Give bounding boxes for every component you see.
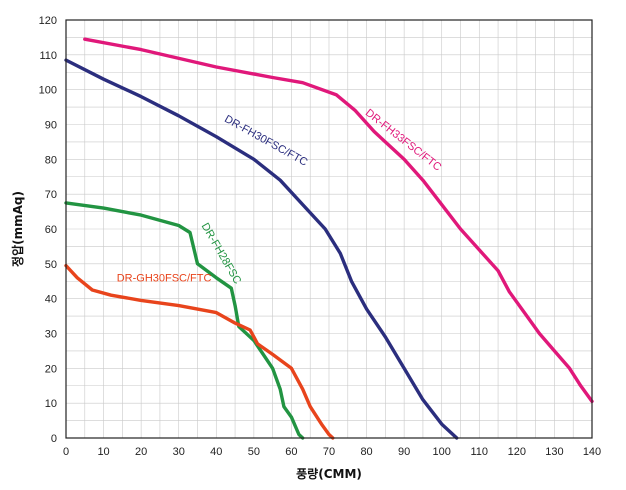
y-tick-label: 70 [45,189,57,201]
x-tick-label: 100 [433,446,451,458]
y-tick-label: 30 [45,329,57,341]
x-tick-label: 10 [97,446,109,458]
series-label: DR-FH30FSC/FTC [222,113,309,169]
series-line-dr-fh33fsc-ftc [83,37,594,404]
series-line-dr-fh30fsc-ftc [64,58,459,440]
y-tick-label: 110 [39,50,57,62]
y-tick-label: 100 [39,85,57,97]
y-tick-label: 40 [45,294,57,306]
x-tick-label: 60 [285,446,297,458]
y-tick-label: 0 [51,433,57,445]
y-tick-label: 80 [45,154,57,166]
plot-frame [65,19,593,439]
x-tick-label: 30 [173,446,185,458]
x-tick-label: 90 [398,446,410,458]
series-line-dr-fh28fsc [64,201,305,440]
x-axis-ticks: 0 10 20 30 40 50 60 70 80 90 100 110 120 130 140 [63,446,601,458]
y-tick-label: 90 [45,120,57,132]
x-tick-label: 130 [545,446,563,458]
series-line-dr-gh30fsc-ftc [64,263,335,440]
x-tick-label: 50 [248,446,260,458]
x-tick-label: 40 [210,446,222,458]
y-axis-title: 정압(mmAq) [10,191,25,267]
x-tick-label: 70 [323,446,335,458]
y-tick-label: 20 [45,363,57,375]
x-tick-label: 120 [508,446,526,458]
series-lines [64,37,594,440]
x-axis-title: 풍량(CMM) [296,467,362,481]
grid-minor [66,20,592,438]
x-tick-label: 20 [135,446,147,458]
series-label: DR-FH33FSC/FTC [363,107,444,174]
series-labels: DR-FH33FSC/FTCDR-FH30FSC/FTCDR-FH28FSCDR… [117,107,444,286]
y-tick-label: 10 [45,398,57,410]
x-tick-label: 0 [63,446,69,458]
y-axis-ticks: 0 10 20 30 40 50 60 70 80 90 100 110 120 [39,15,57,445]
x-tick-label: 80 [360,446,372,458]
x-tick-label: 110 [471,446,489,458]
y-tick-label: 60 [45,224,57,236]
y-tick-label: 120 [39,15,57,27]
x-tick-label: 140 [583,446,601,458]
series-label: DR-GH30FSC/FTC [117,272,212,284]
y-tick-label: 50 [45,259,57,271]
